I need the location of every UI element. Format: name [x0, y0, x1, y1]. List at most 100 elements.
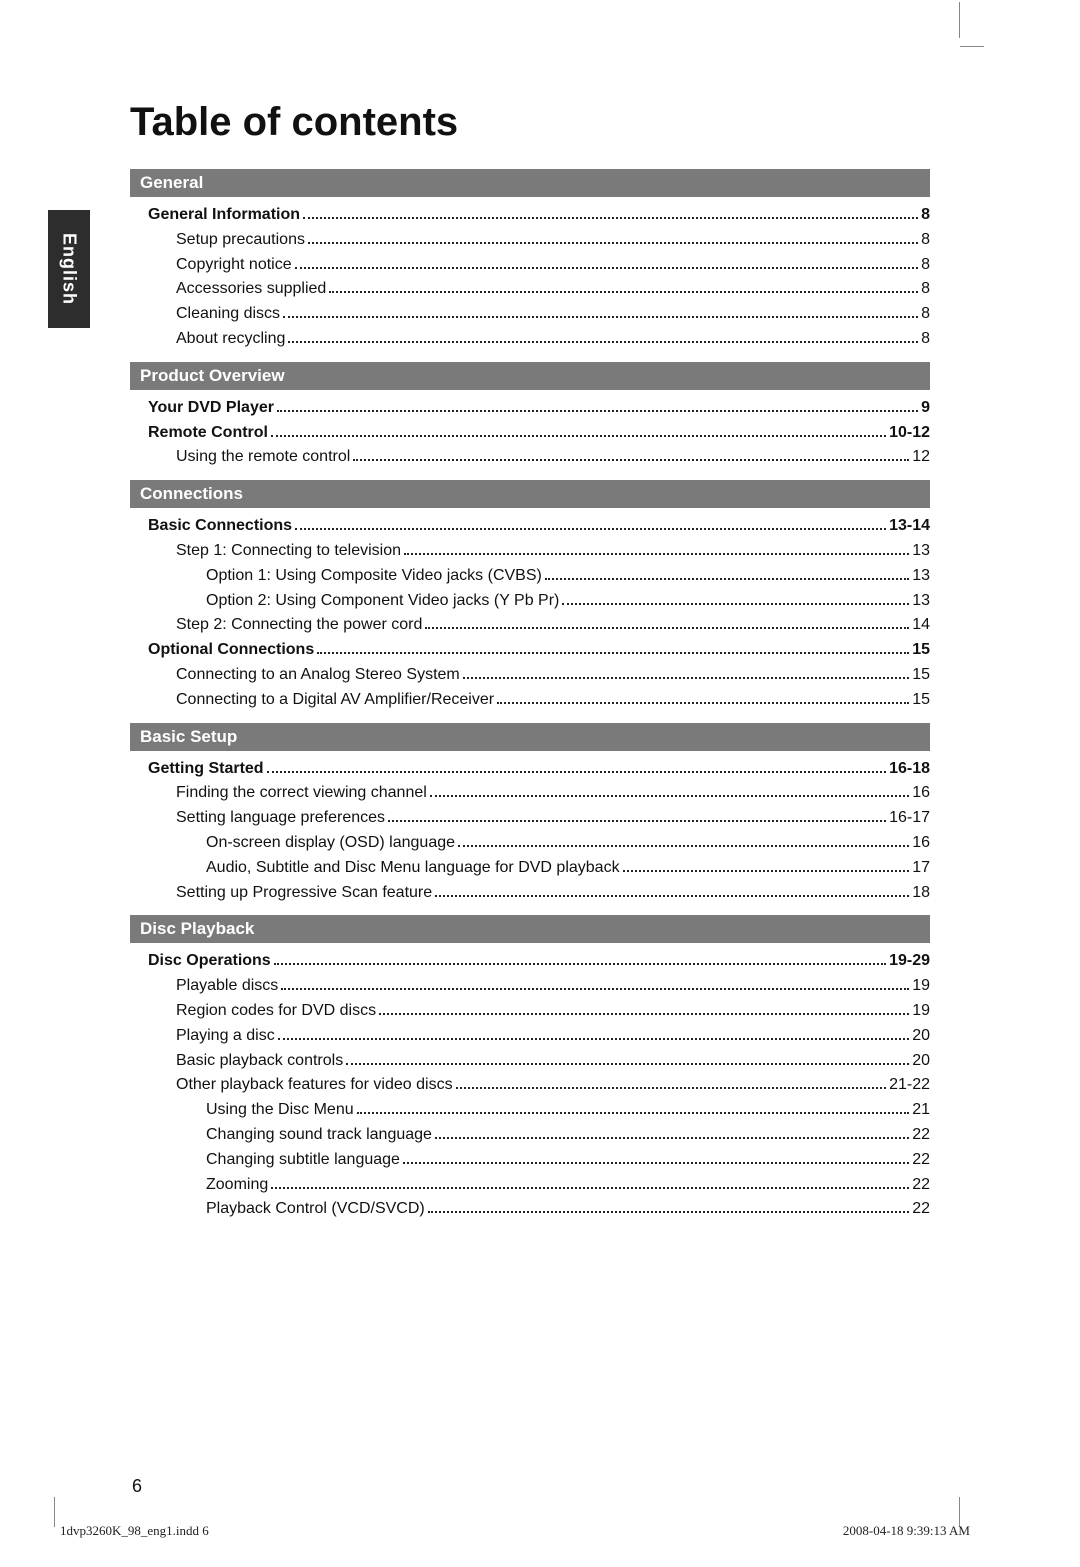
- toc-leader: [388, 808, 886, 822]
- toc-label: Region codes for DVD discs: [176, 999, 376, 1024]
- toc-page: 16: [912, 831, 930, 856]
- toc-label: Remote Control: [148, 421, 268, 446]
- toc-row: Accessories supplied 8: [130, 277, 930, 302]
- toc-page: 8: [921, 253, 930, 278]
- toc-row: General Information 8: [130, 203, 930, 228]
- toc-page: 8: [921, 228, 930, 253]
- toc-leader: [353, 447, 909, 461]
- toc-page: 8: [921, 277, 930, 302]
- toc-leader: [271, 1174, 909, 1188]
- toc-label: Step 2: Connecting the power cord: [176, 613, 422, 638]
- toc-label: Step 1: Connecting to television: [176, 539, 401, 564]
- toc-leader: [317, 640, 909, 654]
- toc-row: Connecting to a Digital AV Amplifier/Rec…: [130, 688, 930, 713]
- toc-label: General Information: [148, 203, 300, 228]
- toc-label: Zooming: [206, 1173, 268, 1198]
- toc-row: Setting language preferences 16-17: [130, 806, 930, 831]
- toc-leader: [277, 397, 918, 411]
- toc-label: Playable discs: [176, 974, 278, 999]
- toc-page: 22: [912, 1123, 930, 1148]
- toc-leader: [497, 689, 909, 703]
- toc-row: Cleaning discs 8: [130, 302, 930, 327]
- language-tab: English: [48, 210, 90, 328]
- section-header: Product Overview: [130, 362, 930, 390]
- toc-page: 22: [912, 1173, 930, 1198]
- toc-leader: [623, 857, 910, 871]
- toc-page: 16-17: [889, 806, 930, 831]
- toc-row: Step 1: Connecting to television 13: [130, 539, 930, 564]
- footer-right: 2008-04-18 9:39:13 AM: [843, 1523, 970, 1539]
- toc-label: Setting language preferences: [176, 806, 385, 831]
- toc-page: 8: [921, 327, 930, 352]
- toc-leader: [357, 1100, 910, 1114]
- toc-leader: [435, 882, 909, 896]
- toc-leader: [308, 229, 918, 243]
- toc-leader: [346, 1050, 909, 1064]
- section-header: Disc Playback: [130, 915, 930, 943]
- toc-row: Setting up Progressive Scan feature 18: [130, 881, 930, 906]
- toc-row: Other playback features for video discs …: [130, 1073, 930, 1098]
- toc-page: 16-18: [889, 757, 930, 782]
- toc-label: Audio, Subtitle and Disc Menu language f…: [206, 856, 620, 881]
- toc-row: Zooming 22: [130, 1173, 930, 1198]
- crop-mark: [960, 46, 984, 47]
- toc-page: 16: [912, 781, 930, 806]
- toc-leader: [428, 1199, 909, 1213]
- toc-label: Using the Disc Menu: [206, 1098, 354, 1123]
- toc-page: 9: [921, 396, 930, 421]
- toc-leader: [295, 516, 886, 530]
- toc-row: Step 2: Connecting the power cord 14: [130, 613, 930, 638]
- toc-page: 22: [912, 1148, 930, 1173]
- toc-leader: [267, 758, 887, 772]
- toc-row: Copyright notice 8: [130, 253, 930, 278]
- table-of-contents: GeneralGeneral Information 8Setup precau…: [130, 169, 930, 1222]
- toc-page: 8: [921, 203, 930, 228]
- toc-page: 15: [912, 638, 930, 663]
- toc-page: 14: [912, 613, 930, 638]
- toc-leader: [281, 976, 909, 990]
- toc-row: About recycling 8: [130, 327, 930, 352]
- toc-leader: [379, 1001, 909, 1015]
- toc-page: 19: [912, 999, 930, 1024]
- toc-page: 15: [912, 663, 930, 688]
- section-header: General: [130, 169, 930, 197]
- toc-row: Using the Disc Menu 21: [130, 1098, 930, 1123]
- toc-row: Option 1: Using Composite Video jacks (C…: [130, 564, 930, 589]
- toc-leader: [303, 205, 918, 219]
- toc-label: Disc Operations: [148, 949, 271, 974]
- toc-label: Connecting to a Digital AV Amplifier/Rec…: [176, 688, 494, 713]
- toc-page: 19-29: [889, 949, 930, 974]
- toc-leader: [288, 329, 918, 343]
- toc-page: 20: [912, 1024, 930, 1049]
- toc-row: Option 2: Using Component Video jacks (Y…: [130, 589, 930, 614]
- toc-label: About recycling: [176, 327, 285, 352]
- toc-row: Your DVD Player 9: [130, 396, 930, 421]
- toc-label: Your DVD Player: [148, 396, 274, 421]
- toc-label: Playback Control (VCD/SVCD): [206, 1197, 425, 1222]
- crop-mark: [959, 2, 960, 38]
- toc-leader: [435, 1125, 909, 1139]
- toc-page: 10-12: [889, 421, 930, 446]
- toc-page: 17: [912, 856, 930, 881]
- footer-left: 1dvp3260K_98_eng1.indd 6: [60, 1523, 209, 1539]
- toc-leader: [458, 833, 909, 847]
- language-tab-label: English: [59, 233, 80, 305]
- toc-page: 20: [912, 1049, 930, 1074]
- toc-page: 18: [912, 881, 930, 906]
- toc-leader: [271, 422, 886, 436]
- toc-row: Remote Control 10-12: [130, 421, 930, 446]
- toc-row: On-screen display (OSD) language 16: [130, 831, 930, 856]
- toc-page: 8: [921, 302, 930, 327]
- toc-row: Finding the correct viewing channel 16: [130, 781, 930, 806]
- toc-leader: [404, 541, 909, 555]
- toc-label: Setup precautions: [176, 228, 305, 253]
- toc-page: 13: [912, 564, 930, 589]
- toc-row: Optional Connections 15: [130, 638, 930, 663]
- toc-page: 22: [912, 1197, 930, 1222]
- toc-row: Region codes for DVD discs 19: [130, 999, 930, 1024]
- toc-label: Accessories supplied: [176, 277, 326, 302]
- toc-row: Changing sound track language 22: [130, 1123, 930, 1148]
- toc-leader: [274, 951, 886, 965]
- toc-label: Basic playback controls: [176, 1049, 343, 1074]
- toc-leader: [562, 590, 909, 604]
